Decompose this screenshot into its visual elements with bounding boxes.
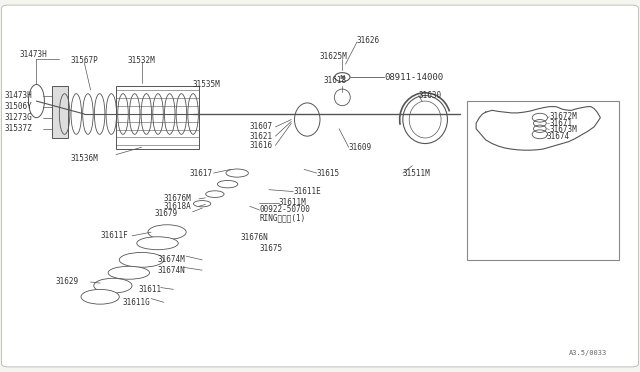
Text: 31674M: 31674M [157,255,185,264]
Text: 31625M: 31625M [320,52,348,61]
Text: 31611: 31611 [138,285,161,294]
Text: 31611G: 31611G [122,298,150,307]
Ellipse shape [81,289,119,304]
Ellipse shape [148,225,186,240]
Text: 31675: 31675 [259,244,283,253]
Text: 31535M: 31535M [193,80,220,89]
Bar [52,86,68,138]
Text: 31537Z: 31537Z [4,124,33,133]
Text: 31536M: 31536M [70,154,98,163]
Text: 31506Y: 31506Y [4,102,33,111]
Ellipse shape [137,237,178,250]
Text: 31629: 31629 [56,278,79,286]
Text: 31618: 31618 [323,76,346,85]
Text: 31611E: 31611E [293,187,321,196]
Text: 31674N: 31674N [157,266,185,275]
Text: 31615: 31615 [317,169,340,177]
Text: 31672M: 31672M [549,112,577,121]
Text: 31611F: 31611F [100,231,128,240]
Text: 31532M: 31532M [128,56,156,65]
Text: N: N [340,74,345,80]
Text: RINGリング(1): RINGリング(1) [259,213,306,222]
Text: 31617: 31617 [189,169,212,177]
Text: 31621: 31621 [250,132,273,141]
Text: 31676N: 31676N [241,233,268,242]
Ellipse shape [294,103,320,136]
Text: 31273G: 31273G [4,113,33,122]
Ellipse shape [226,169,248,177]
Ellipse shape [193,201,211,207]
Ellipse shape [108,266,150,279]
Text: 31673M: 31673M [549,125,577,134]
Text: 08911-14000: 08911-14000 [385,73,444,81]
Text: 31630: 31630 [419,91,442,100]
Ellipse shape [94,278,132,293]
FancyBboxPatch shape [467,101,620,260]
Text: 31671: 31671 [549,119,573,128]
Ellipse shape [334,89,350,106]
Text: 31611M: 31611M [278,198,307,207]
Text: 31473H: 31473H [4,91,33,100]
Text: 31626: 31626 [357,36,380,45]
Text: 31511M: 31511M [403,169,431,177]
Ellipse shape [119,253,164,267]
Ellipse shape [403,96,447,144]
Text: 31473H: 31473H [19,51,47,60]
Text: 31616: 31616 [250,141,273,150]
Text: 31676M: 31676M [164,195,191,203]
Circle shape [335,73,350,81]
Text: 31567P: 31567P [70,56,98,65]
FancyBboxPatch shape [1,5,639,367]
Text: 31674: 31674 [546,132,570,141]
Text: 00922-50700: 00922-50700 [259,205,310,215]
Text: A3.5/0033: A3.5/0033 [568,350,607,356]
Text: 31607: 31607 [250,122,273,131]
Ellipse shape [28,84,44,118]
Text: 31679: 31679 [154,209,177,218]
Bar [116,86,199,149]
Ellipse shape [218,180,238,188]
Text: 31609: 31609 [349,143,372,152]
Ellipse shape [205,191,224,198]
Text: 31618A: 31618A [164,202,191,211]
